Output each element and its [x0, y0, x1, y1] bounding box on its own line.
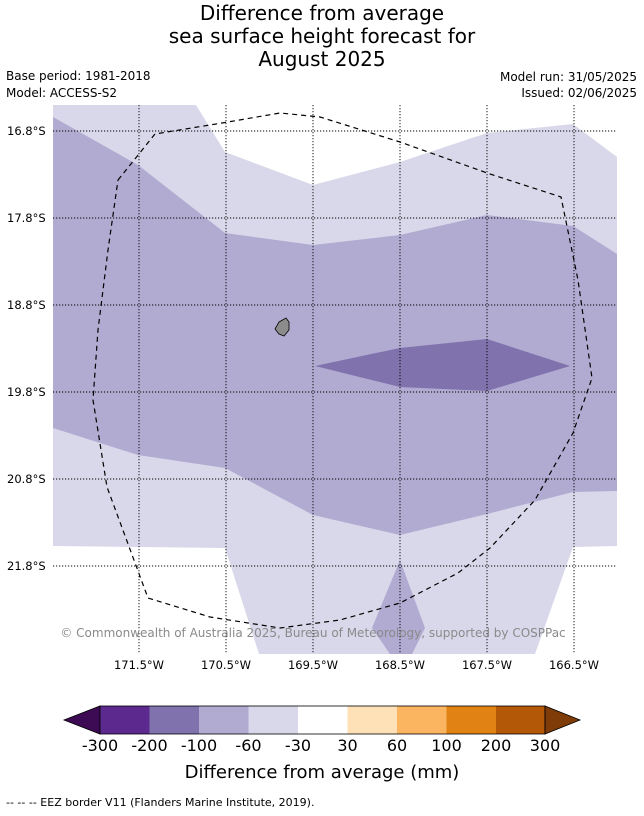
colorbar-tick-1: -300 — [82, 736, 118, 755]
lat-label-17-8: 17.8°S — [7, 211, 46, 225]
map-area: © Commonwealth of Australia 2025, Bureau… — [53, 105, 617, 654]
colorbar-extend-low — [62, 705, 101, 735]
lon-label-169-5: 169.5°W — [288, 658, 338, 672]
colorbar-tick-10: 300 — [530, 736, 561, 755]
colorbar-segment-4 — [248, 706, 298, 734]
lon-label-166-5: 166.5°W — [549, 658, 599, 672]
colorbar-segment-2 — [149, 706, 199, 734]
title-line-1: Difference from average — [199, 1, 445, 25]
gridlines — [53, 105, 617, 654]
lat-label-16-8: 16.8°S — [7, 124, 46, 138]
colorbar-segment-9 — [496, 706, 545, 734]
colorbar-tick-4: -60 — [235, 736, 261, 755]
colorbar-frame — [99, 705, 546, 735]
model-run: Model run: 31/05/2025 — [499, 70, 637, 84]
issued-date: Issued: 02/06/2025 — [521, 86, 637, 100]
colorbar-tick-2: -200 — [131, 736, 167, 755]
lat-label-21-8: 21.8°S — [7, 559, 46, 573]
lat-label-20-8: 20.8°S — [7, 472, 46, 486]
base-period: Base period: 1981-2018 — [6, 69, 151, 83]
eez-legend-note: -- -- -- EEZ border V11 (Flanders Marine… — [6, 796, 315, 809]
colorbar-segment-6 — [347, 706, 397, 734]
colorbar-tick-5: -30 — [285, 736, 311, 755]
colorbar-segment-3 — [199, 706, 249, 734]
colorbar-tick-3: -100 — [181, 736, 217, 755]
colorbar: -300 -200 -100 -60 -30 30 60 100 200 300… — [62, 705, 582, 783]
contour-band-dark — [315, 339, 570, 391]
lat-label-19-8: 19.8°S — [7, 385, 46, 399]
colorbar-segment-7 — [397, 706, 447, 734]
lon-label-168-5: 168.5°W — [375, 658, 425, 672]
colorbar-segment-1 — [100, 706, 150, 734]
colorbar-segment-8 — [446, 706, 496, 734]
eez-border — [92, 112, 593, 629]
colorbar-tick-7: 60 — [387, 736, 407, 755]
colorbar-title: Difference from average (mm) — [185, 762, 460, 783]
colorbar-segment-5 — [298, 706, 348, 734]
lat-label-18-8: 18.8°S — [7, 298, 46, 312]
colorbar-tick-9: 200 — [481, 736, 512, 755]
contour-band-mid-south — [372, 560, 425, 654]
lon-label-170-5: 170.5°W — [201, 658, 251, 672]
model-name: Model: ACCESS-S2 — [6, 86, 118, 100]
contour-band-mid — [53, 117, 617, 535]
colorbar-tick-8: 100 — [431, 736, 462, 755]
copyright-notice: © Commonwealth of Australia 2025, Bureau… — [60, 626, 565, 640]
title-line-3: August 2025 — [258, 47, 386, 71]
lon-label-167-5: 167.5°W — [462, 658, 512, 672]
lon-label-171-5: 171.5°W — [114, 658, 164, 672]
title-line-2: sea surface height forecast for — [168, 24, 476, 48]
colorbar-tick-6: 30 — [337, 736, 357, 755]
colorbar-extend-high — [544, 705, 582, 735]
island-land — [274, 317, 290, 337]
